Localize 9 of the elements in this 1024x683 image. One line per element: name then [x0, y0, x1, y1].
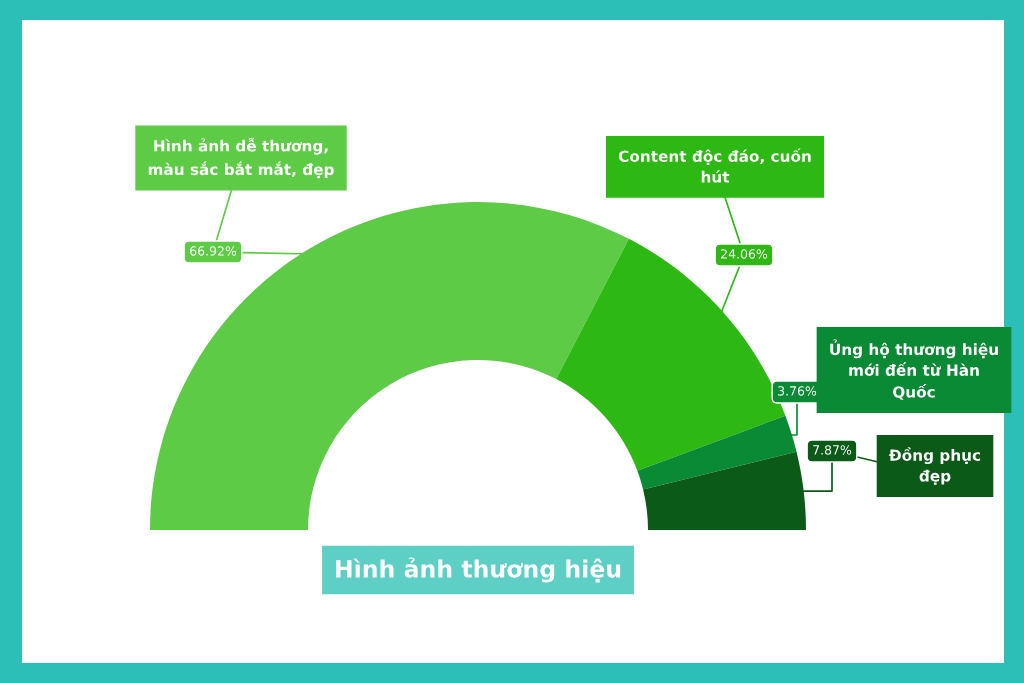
data-label: 3.76% [778, 386, 817, 396]
slice-label: Hình ảnh dễ thương, màu sắc bắt mắt, đẹp [148, 137, 334, 179]
text: Hình ảnh thương hiệu [336, 557, 621, 583]
slice-label: Content độc đáo, cuốn hút [618, 148, 811, 183]
data-label: 66.92% [190, 246, 237, 256]
slice-label: Ủng hộ thương hiệu mới đến từ Hàn Quốc [830, 339, 998, 400]
data-label: 7.87% [813, 445, 852, 455]
data-label: 24.06% [721, 249, 768, 259]
legend-label: Đồng phục đẹp [889, 447, 981, 485]
